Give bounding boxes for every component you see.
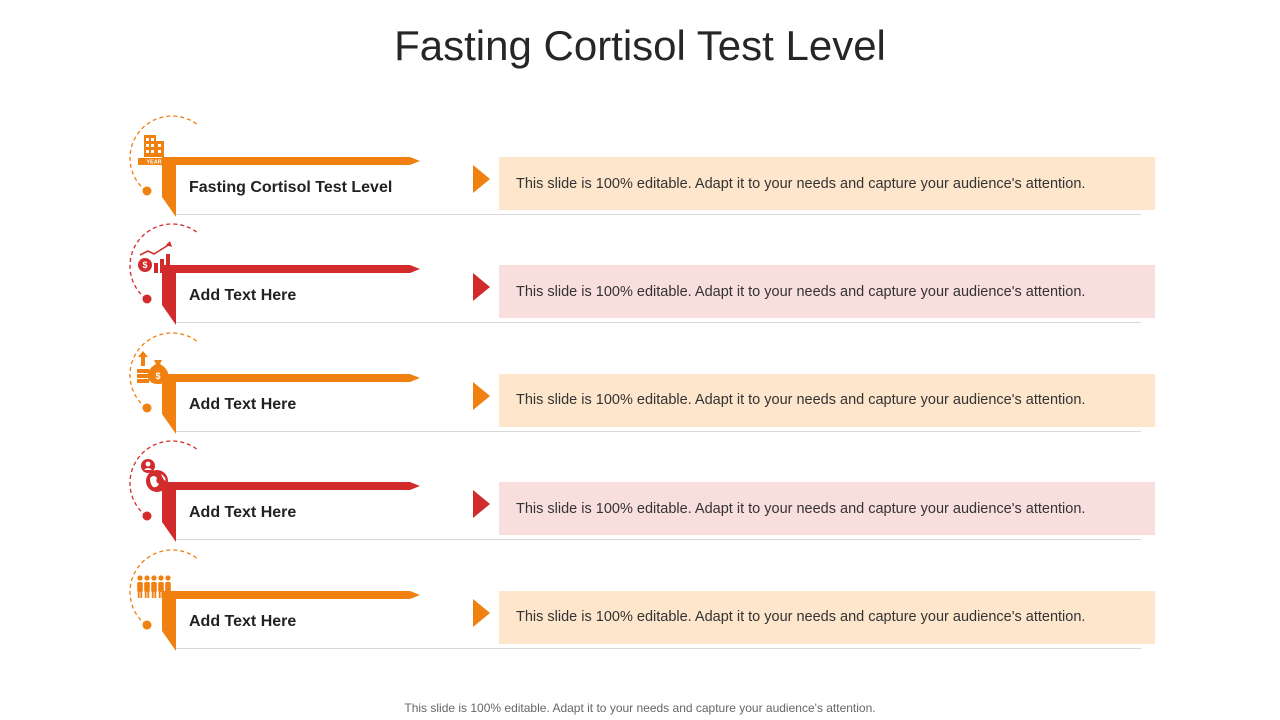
row-connector [129,440,420,543]
row-divider [176,322,1141,324]
row-description-box: This slide is 100% editable. Adapt it to… [499,590,1155,644]
row-divider [176,430,1141,432]
row-connector [129,548,420,651]
row-description-box: This slide is 100% editable. Adapt it to… [499,265,1155,319]
team-icon [137,574,171,598]
list-row: Add Text Here This slide is 100% editabl… [0,548,1280,663]
money-bag-icon: $ [137,350,169,384]
row-title: Add Text Here [189,287,297,305]
row-description: This slide is 100% editable. Adapt it to… [516,392,1086,409]
row-connector [129,223,420,326]
row-description: This slide is 100% editable. Adapt it to… [516,283,1086,300]
triangle-arrow-icon [473,598,490,627]
row-connector [129,115,420,217]
row-connector [129,332,420,434]
triangle-arrow-icon [473,273,490,302]
triangle-arrow-icon [473,165,490,193]
triangle-arrow-icon [473,490,490,519]
row-title: Fasting Cortisol Test Level [189,179,393,196]
list-row: YEAR Fasting Cortisol Test Level This sl… [0,115,1280,229]
row-description-box: This slide is 100% editable. Adapt it to… [499,373,1155,427]
triangle-arrow-icon [473,381,490,410]
row-description-box: This slide is 100% editable. Adapt it to… [499,482,1155,536]
growth-chart-icon: $ [138,241,172,274]
list-row: $ Add Text Here This slide is 100% edita… [0,223,1280,337]
row-title: Add Text Here [189,395,297,413]
page-title: Fasting Cortisol Test Level [394,22,886,69]
row-divider [176,214,1141,215]
svg-text:$: $ [155,371,160,381]
row-description: This slide is 100% editable. Adapt it to… [516,500,1086,517]
row-description: This slide is 100% editable. Adapt it to… [516,175,1086,192]
row-divider [176,647,1141,649]
footer-note: This slide is 100% editable. Adapt it to… [404,701,876,715]
row-description-box: This slide is 100% editable. Adapt it to… [499,157,1155,210]
list-row: $ Add Text Here This slide is 100% edita… [0,332,1280,446]
row-divider [176,539,1141,541]
row-title: Add Text Here [189,504,297,522]
svg-text:$: $ [142,260,147,270]
building-icon: YEAR [138,135,170,166]
svg-text:YEAR: YEAR [146,160,161,166]
globe-user-icon [141,459,168,493]
row-description: This slide is 100% editable. Adapt it to… [516,609,1086,626]
row-title: Add Text Here [189,612,297,630]
list-row: Add Text Here This slide is 100% editabl… [0,440,1280,554]
